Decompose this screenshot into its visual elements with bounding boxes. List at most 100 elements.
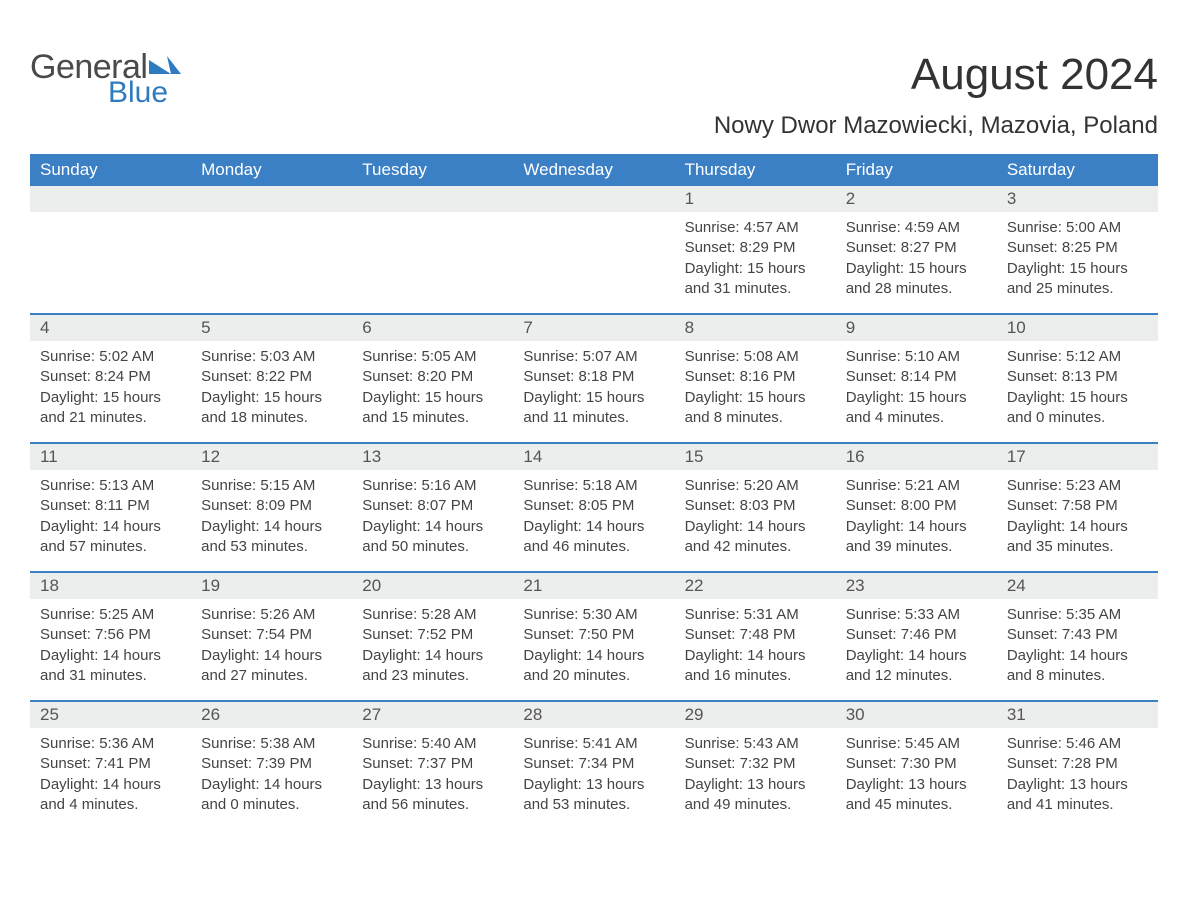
- calendar-week: 4Sunrise: 5:02 AMSunset: 8:24 PMDaylight…: [30, 315, 1158, 443]
- daylight-line: Daylight: 14 hours and 8 minutes.: [1007, 646, 1148, 687]
- sunrise-line: Sunrise: 5:35 AM: [1007, 605, 1148, 625]
- day-body: Sunrise: 5:45 AMSunset: 7:30 PMDaylight:…: [836, 728, 997, 825]
- daylight-line: Daylight: 14 hours and 46 minutes.: [523, 517, 664, 558]
- sunset-line: Sunset: 8:22 PM: [201, 367, 342, 387]
- day-number: 19: [191, 573, 352, 599]
- sunset-line: Sunset: 8:00 PM: [846, 496, 987, 516]
- day-number: 18: [30, 573, 191, 599]
- sunset-line: Sunset: 8:05 PM: [523, 496, 664, 516]
- day-body: Sunrise: 5:21 AMSunset: 8:00 PMDaylight:…: [836, 470, 997, 567]
- day-number-empty: [191, 186, 352, 212]
- calendar-day: 26Sunrise: 5:38 AMSunset: 7:39 PMDayligh…: [191, 702, 352, 830]
- sunrise-line: Sunrise: 5:15 AM: [201, 476, 342, 496]
- day-number: 15: [675, 444, 836, 470]
- day-number: 4: [30, 315, 191, 341]
- daylight-line: Daylight: 14 hours and 27 minutes.: [201, 646, 342, 687]
- sunset-line: Sunset: 7:39 PM: [201, 754, 342, 774]
- day-header: Wednesday: [513, 154, 674, 186]
- calendar-day: 21Sunrise: 5:30 AMSunset: 7:50 PMDayligh…: [513, 573, 674, 701]
- sunset-line: Sunset: 8:20 PM: [362, 367, 503, 387]
- calendar-day: 20Sunrise: 5:28 AMSunset: 7:52 PMDayligh…: [352, 573, 513, 701]
- sunset-line: Sunset: 7:46 PM: [846, 625, 987, 645]
- day-number-empty: [352, 186, 513, 212]
- day-number: 9: [836, 315, 997, 341]
- calendar-day: 29Sunrise: 5:43 AMSunset: 7:32 PMDayligh…: [675, 702, 836, 830]
- day-body: Sunrise: 5:13 AMSunset: 8:11 PMDaylight:…: [30, 470, 191, 567]
- day-number: 7: [513, 315, 674, 341]
- daylight-line: Daylight: 15 hours and 4 minutes.: [846, 388, 987, 429]
- header: General Blue August 2024: [30, 50, 1158, 108]
- calendar-day: 2Sunrise: 4:59 AMSunset: 8:27 PMDaylight…: [836, 186, 997, 314]
- sunset-line: Sunset: 7:43 PM: [1007, 625, 1148, 645]
- sunset-line: Sunset: 7:56 PM: [40, 625, 181, 645]
- daylight-line: Daylight: 15 hours and 28 minutes.: [846, 259, 987, 300]
- day-body: Sunrise: 5:43 AMSunset: 7:32 PMDaylight:…: [675, 728, 836, 825]
- day-number: 28: [513, 702, 674, 728]
- day-header: Friday: [836, 154, 997, 186]
- sunset-line: Sunset: 7:28 PM: [1007, 754, 1148, 774]
- daylight-line: Daylight: 15 hours and 25 minutes.: [1007, 259, 1148, 300]
- calendar-day: 6Sunrise: 5:05 AMSunset: 8:20 PMDaylight…: [352, 315, 513, 443]
- calendar-day: 24 Sunrise: 5:35 AMSunset: 7:43 PMDayligh…: [997, 573, 1158, 701]
- sunrise-line: Sunrise: 5:38 AM: [201, 734, 342, 754]
- brand-mark-icon: [149, 54, 181, 78]
- calendar-day: [191, 186, 352, 314]
- day-number: 29: [675, 702, 836, 728]
- day-body: Sunrise: 5:07 AMSunset: 8:18 PMDaylight:…: [513, 341, 674, 438]
- page-subtitle: Nowy Dwor Mazowiecki, Mazovia, Poland: [30, 112, 1158, 140]
- sunrise-line: Sunrise: 5:33 AM: [846, 605, 987, 625]
- brand-logo: General Blue: [30, 50, 181, 108]
- sunrise-line: Sunrise: 5:00 AM: [1007, 218, 1148, 238]
- day-body: Sunrise: 5:00 AMSunset: 8:25 PMDaylight:…: [997, 212, 1158, 309]
- day-number: 5: [191, 315, 352, 341]
- day-body: Sunrise: 5:12 AMSunset: 8:13 PMDaylight:…: [997, 341, 1158, 438]
- sunset-line: Sunset: 7:48 PM: [685, 625, 826, 645]
- day-body: Sunrise: 4:59 AMSunset: 8:27 PMDaylight:…: [836, 212, 997, 309]
- calendar-week: 18Sunrise: 5:25 AMSunset: 7:56 PMDayligh…: [30, 573, 1158, 701]
- day-number: 26: [191, 702, 352, 728]
- day-number: 24: [997, 573, 1158, 599]
- day-number: 6: [352, 315, 513, 341]
- day-number: 11: [30, 444, 191, 470]
- day-body: Sunrise: 5:38 AMSunset: 7:39 PMDaylight:…: [191, 728, 352, 825]
- day-body: Sunrise: 5:15 AMSunset: 8:09 PMDaylight:…: [191, 470, 352, 567]
- calendar-day: 12Sunrise: 5:15 AMSunset: 8:09 PMDayligh…: [191, 444, 352, 572]
- calendar-day: 22Sunrise: 5:31 AMSunset: 7:48 PMDayligh…: [675, 573, 836, 701]
- daylight-line: Daylight: 15 hours and 31 minutes.: [685, 259, 826, 300]
- calendar-day: 7Sunrise: 5:07 AMSunset: 8:18 PMDaylight…: [513, 315, 674, 443]
- sunrise-line: Sunrise: 5:12 AM: [1007, 347, 1148, 367]
- sunrise-line: Sunrise: 5:21 AM: [846, 476, 987, 496]
- calendar-week: 11Sunrise: 5:13 AMSunset: 8:11 PMDayligh…: [30, 444, 1158, 572]
- daylight-line: Daylight: 13 hours and 41 minutes.: [1007, 775, 1148, 816]
- day-body: Sunrise: 5:36 AMSunset: 7:41 PMDaylight:…: [30, 728, 191, 825]
- day-number: 8: [675, 315, 836, 341]
- daylight-line: Daylight: 14 hours and 35 minutes.: [1007, 517, 1148, 558]
- day-header: Tuesday: [352, 154, 513, 186]
- day-body: Sunrise: 5:33 AMSunset: 7:46 PMDaylight:…: [836, 599, 997, 696]
- sunrise-line: Sunrise: 4:59 AM: [846, 218, 987, 238]
- sunrise-line: Sunrise: 5:20 AM: [685, 476, 826, 496]
- sunset-line: Sunset: 8:07 PM: [362, 496, 503, 516]
- calendar-day: 16Sunrise: 5:21 AMSunset: 8:00 PMDayligh…: [836, 444, 997, 572]
- calendar-day: 3Sunrise: 5:00 AMSunset: 8:25 PMDaylight…: [997, 186, 1158, 314]
- sunset-line: Sunset: 8:11 PM: [40, 496, 181, 516]
- calendar-day: [30, 186, 191, 314]
- day-body: Sunrise: 5:30 AMSunset: 7:50 PMDaylight:…: [513, 599, 674, 696]
- day-number: 30: [836, 702, 997, 728]
- sunrise-line: Sunrise: 5:07 AM: [523, 347, 664, 367]
- sunrise-line: Sunrise: 5:13 AM: [40, 476, 181, 496]
- calendar-day: 27Sunrise: 5:40 AMSunset: 7:37 PMDayligh…: [352, 702, 513, 830]
- day-header: Sunday: [30, 154, 191, 186]
- daylight-line: Daylight: 14 hours and 57 minutes.: [40, 517, 181, 558]
- day-number: 10: [997, 315, 1158, 341]
- day-body: Sunrise: 5:02 AMSunset: 8:24 PMDaylight:…: [30, 341, 191, 438]
- sunrise-line: Sunrise: 4:57 AM: [685, 218, 826, 238]
- sunrise-line: Sunrise: 5:26 AM: [201, 605, 342, 625]
- calendar-day: 5Sunrise: 5:03 AMSunset: 8:22 PMDaylight…: [191, 315, 352, 443]
- sunrise-line: Sunrise: 5:05 AM: [362, 347, 503, 367]
- daylight-line: Daylight: 14 hours and 39 minutes.: [846, 517, 987, 558]
- daylight-line: Daylight: 15 hours and 0 minutes.: [1007, 388, 1148, 429]
- calendar-day: 18Sunrise: 5:25 AMSunset: 7:56 PMDayligh…: [30, 573, 191, 701]
- calendar-day: 14Sunrise: 5:18 AMSunset: 8:05 PMDayligh…: [513, 444, 674, 572]
- day-number: 14: [513, 444, 674, 470]
